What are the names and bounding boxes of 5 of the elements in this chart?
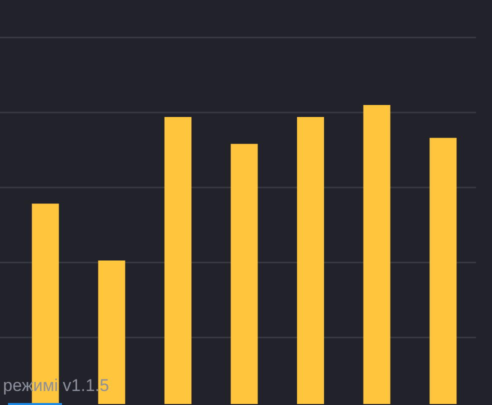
bar	[164, 116, 192, 404]
bar	[230, 144, 258, 404]
bar	[363, 105, 390, 404]
bar	[297, 116, 324, 404]
bar	[430, 138, 457, 404]
